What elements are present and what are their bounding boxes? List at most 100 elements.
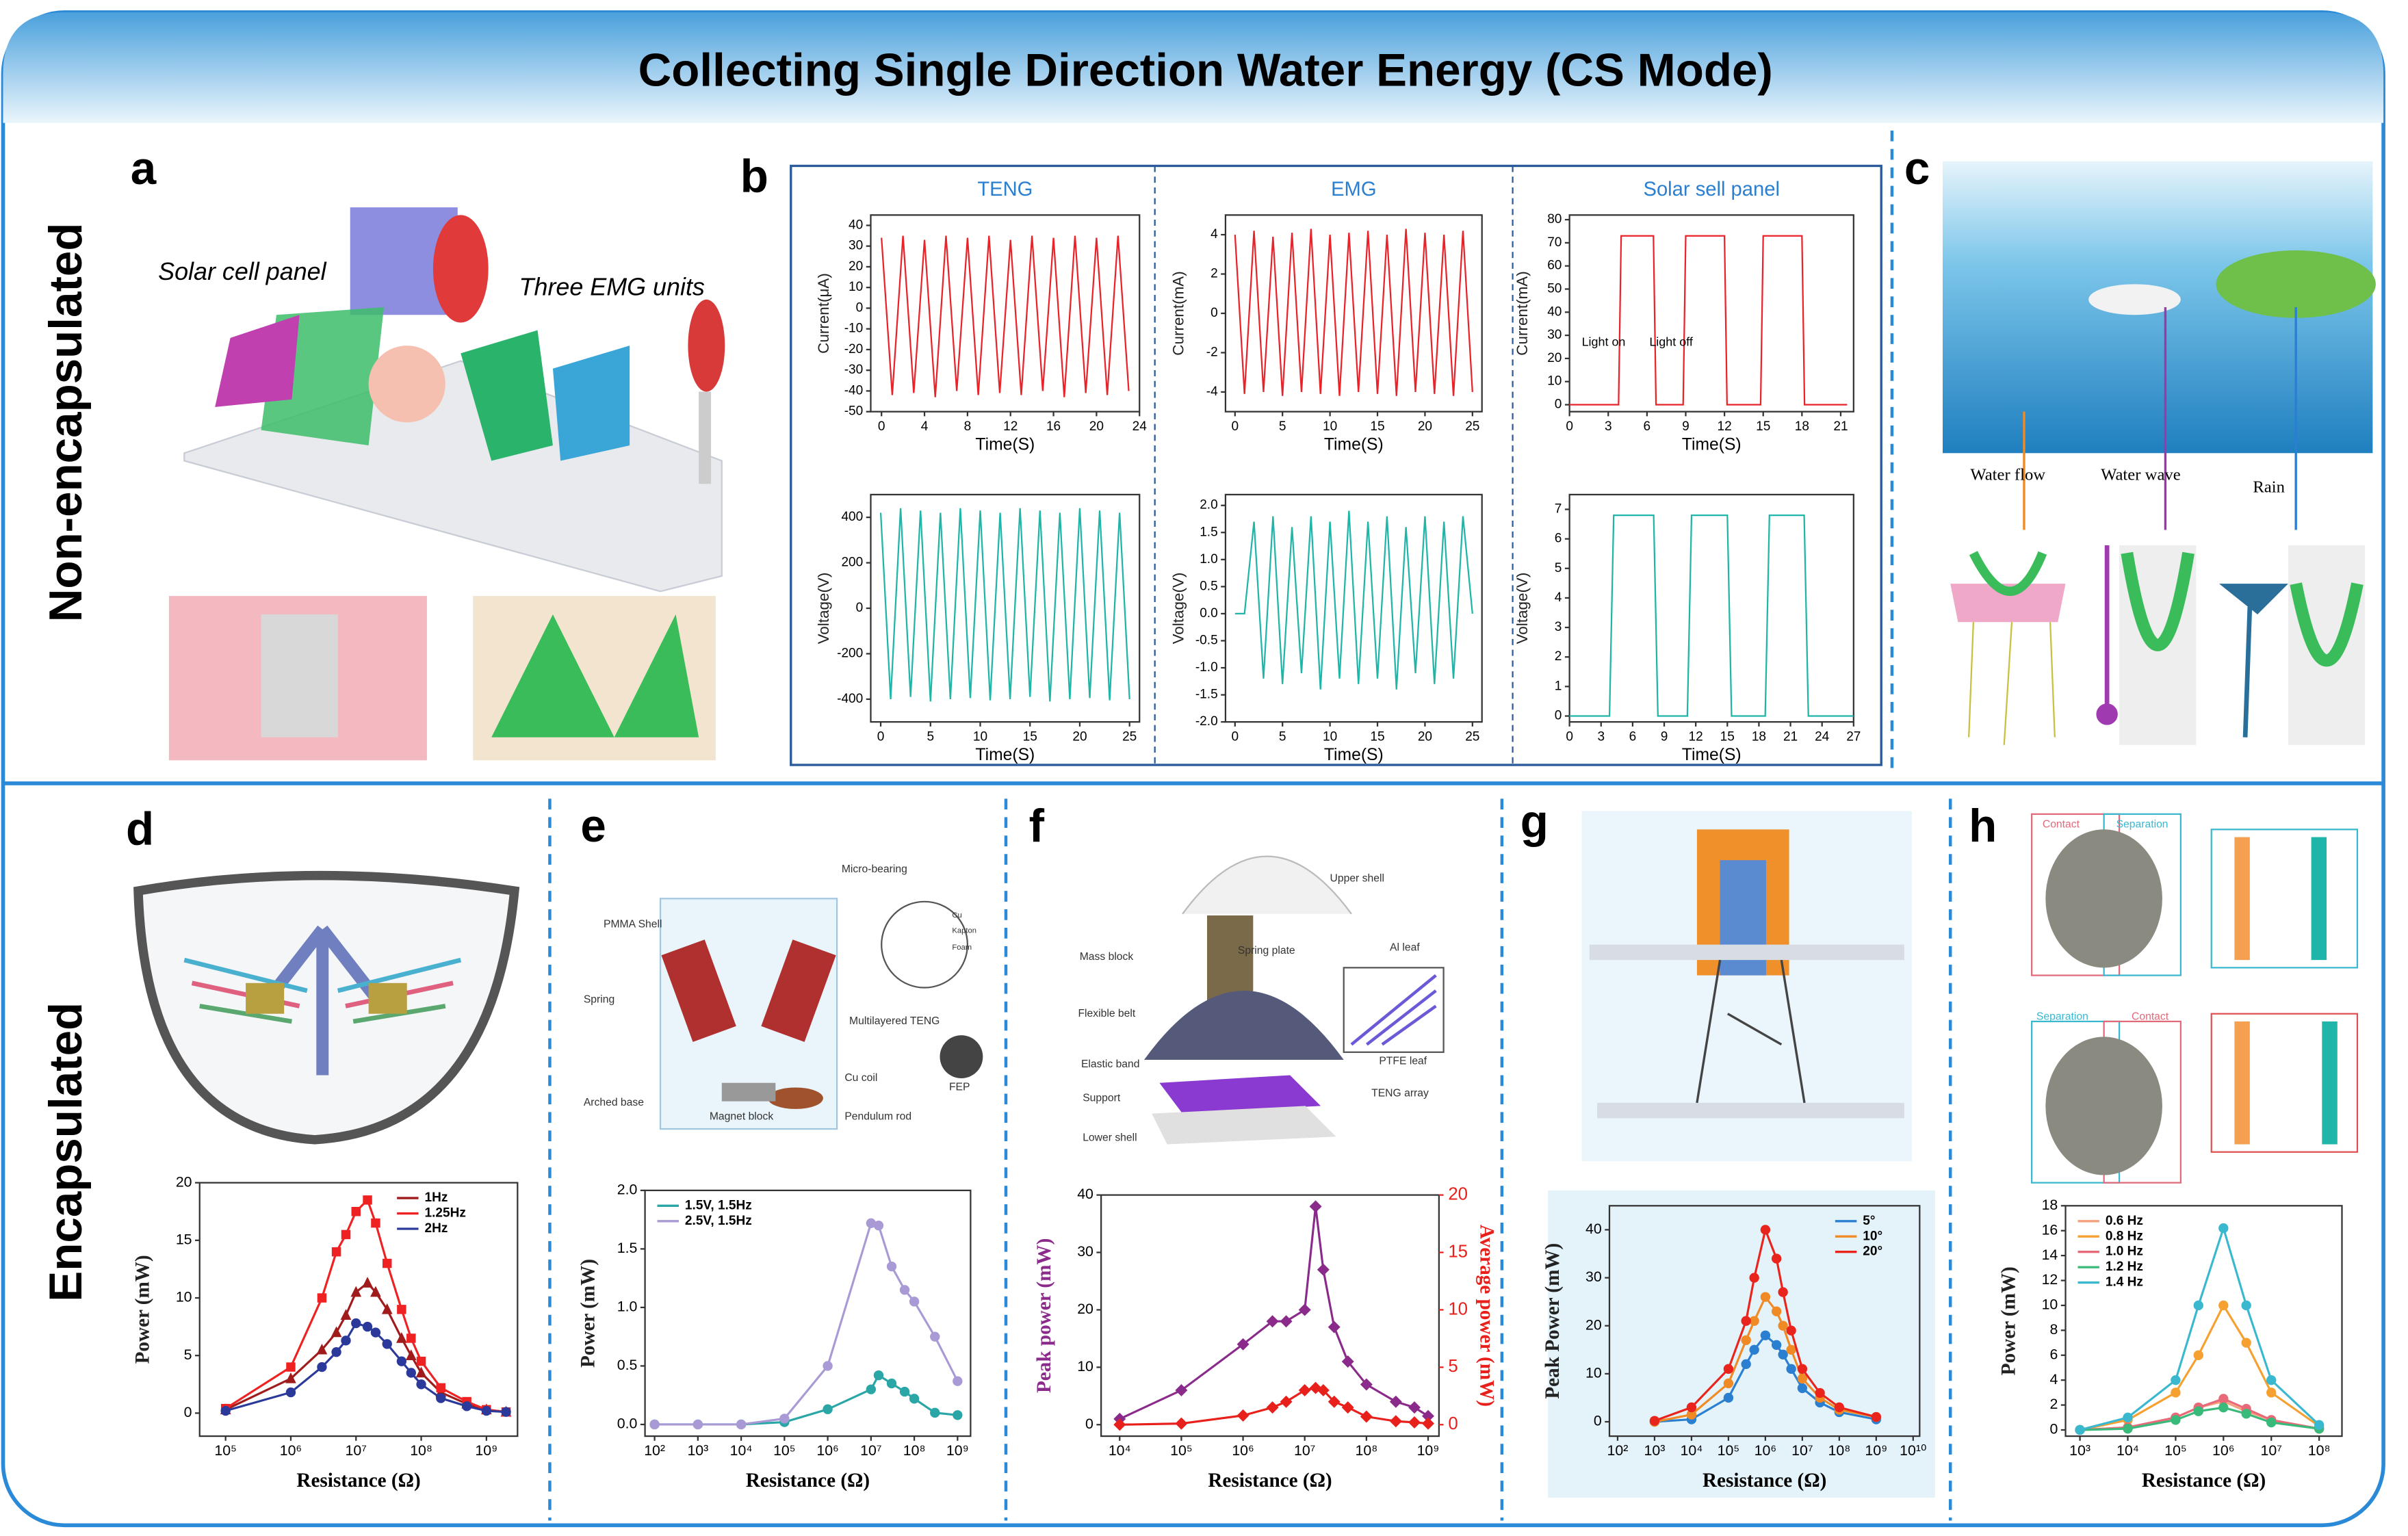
legend-label: 1.25Hz: [425, 1206, 466, 1221]
legend-label: 0.6 Hz: [2106, 1214, 2143, 1228]
y-tick-label: -50: [844, 404, 864, 419]
y-tick-label: 12: [2042, 1271, 2058, 1288]
annotation: Arched base: [584, 1097, 644, 1108]
marker: [1871, 1411, 1882, 1422]
x-tick-label: 24: [1132, 419, 1148, 434]
marker: [1760, 1330, 1771, 1340]
y-tick-label: 0: [1555, 709, 1562, 723]
x-tick-label: 10²: [1607, 1442, 1629, 1459]
y-tick-label: 30: [1585, 1268, 1602, 1285]
plot-background: [1548, 1190, 1935, 1498]
marker: [1175, 1383, 1188, 1396]
y-axis-label: Current(mA): [1514, 271, 1531, 355]
y-tick-label: 2: [1211, 267, 1218, 281]
x-tick-label: 20: [1418, 730, 1432, 744]
annotation: Three EMG units: [519, 273, 705, 301]
x-tick-label: 15: [1370, 419, 1384, 434]
plot-frame: [1608, 1205, 1921, 1437]
panel-label: c: [1904, 143, 1930, 194]
marker: [362, 1321, 373, 1332]
annotation: Separation: [2036, 1011, 2088, 1022]
y2-axis-label: Average power (mW): [1475, 1225, 1497, 1407]
series-line: [2080, 1224, 2320, 1431]
marker: [2241, 1338, 2251, 1348]
marker: [2123, 1412, 2133, 1422]
annotation: Support: [1083, 1092, 1121, 1104]
y-tick-label: 10: [176, 1289, 192, 1305]
x-tick-label: 10⁶: [1232, 1442, 1254, 1459]
marker: [1749, 1273, 1759, 1283]
y-tick-label: 0: [1594, 1413, 1602, 1429]
marker: [899, 1285, 910, 1295]
marker: [2075, 1424, 2085, 1435]
legend-label: 10°: [1863, 1229, 1882, 1243]
marker: [363, 1195, 372, 1205]
x-tick-label: 10¹⁰: [1900, 1442, 1926, 1459]
y-tick-label: 0.5: [1200, 579, 1217, 593]
marker: [886, 1378, 897, 1389]
x-tick-label: 10⁸: [2308, 1442, 2331, 1459]
marker: [371, 1218, 380, 1228]
x-tick-label: 10⁶: [816, 1442, 838, 1459]
y-tick-label: 8: [2049, 1321, 2058, 1338]
row-label: Non-encapsulated: [40, 223, 92, 623]
y-tick-label: 40: [1585, 1221, 1602, 1237]
y-tick-label: 1.5: [1200, 525, 1217, 539]
x-tick-label: 10: [1323, 419, 1337, 434]
y-tick-label: 0.0: [1200, 606, 1217, 621]
panel-c-illustration: Water flow Water wave Rain: [1942, 161, 2376, 745]
plot-frame: [870, 214, 1141, 413]
x-tick-label: 10⁵: [773, 1442, 796, 1459]
x-tick-label: 10⁷: [346, 1442, 367, 1459]
marker: [1741, 1359, 1751, 1370]
panel-label: g: [1520, 796, 1549, 847]
legend-label: 1.2 Hz: [2106, 1260, 2143, 1274]
marker: [350, 1286, 362, 1297]
y-axis-label: Voltage(V): [1170, 573, 1187, 645]
y-tick-label: 3: [1555, 620, 1562, 634]
header-title: Collecting Single Direction Water Energy…: [638, 45, 1773, 96]
y-tick-label: 14: [2042, 1247, 2058, 1263]
marker: [1237, 1409, 1250, 1422]
marker: [316, 1343, 328, 1355]
y-tick-label: -1.5: [1195, 688, 1218, 702]
marker: [362, 1277, 373, 1288]
x-tick-label: 9: [1682, 419, 1690, 434]
annotation: Light off: [1649, 335, 1694, 348]
series-line: [1234, 510, 1473, 690]
y-tick-label: 0: [1555, 398, 1562, 412]
x-tick-label: 5: [1279, 419, 1286, 434]
y-tick-label: -10: [844, 322, 864, 336]
x-tick-label: 10⁴: [2116, 1442, 2139, 1459]
y-axis-label: Power (mW): [132, 1255, 154, 1364]
y-tick-label: 20: [1547, 351, 1562, 365]
x-tick-label: 4: [921, 419, 929, 434]
marker: [2218, 1394, 2229, 1404]
marker: [909, 1394, 920, 1404]
marker: [2266, 1388, 2277, 1398]
x-tick-label: 12: [1689, 730, 1703, 744]
marker: [1749, 1316, 1759, 1326]
y-tick-label: 18: [2042, 1197, 2058, 1213]
x-tick-label: 5: [927, 730, 934, 744]
y-axis-label: Current(mA): [1170, 271, 1187, 355]
y-tick-label: 30: [849, 239, 863, 253]
y-tick-label: -2.0: [1195, 714, 1218, 729]
x-tick-label: 21: [1783, 730, 1798, 744]
y-tick-label: 15: [176, 1231, 192, 1247]
marker: [436, 1393, 446, 1403]
annotation: FEP: [949, 1082, 970, 1093]
marker: [1408, 1416, 1421, 1429]
marker: [736, 1419, 747, 1430]
marker: [1113, 1418, 1126, 1431]
marker: [1309, 1200, 1322, 1213]
y-tick-label: -4: [1206, 385, 1218, 399]
series-line: [225, 1322, 506, 1414]
legend-label: 1Hz: [425, 1190, 448, 1205]
marker: [909, 1297, 920, 1307]
marker: [779, 1414, 790, 1424]
x-tick-label: 10: [973, 730, 987, 744]
marker: [1686, 1402, 1697, 1413]
panel-a-illustration: Solar cell panel Three EMG units: [158, 207, 725, 761]
y-tick-label: 80: [1547, 212, 1562, 226]
